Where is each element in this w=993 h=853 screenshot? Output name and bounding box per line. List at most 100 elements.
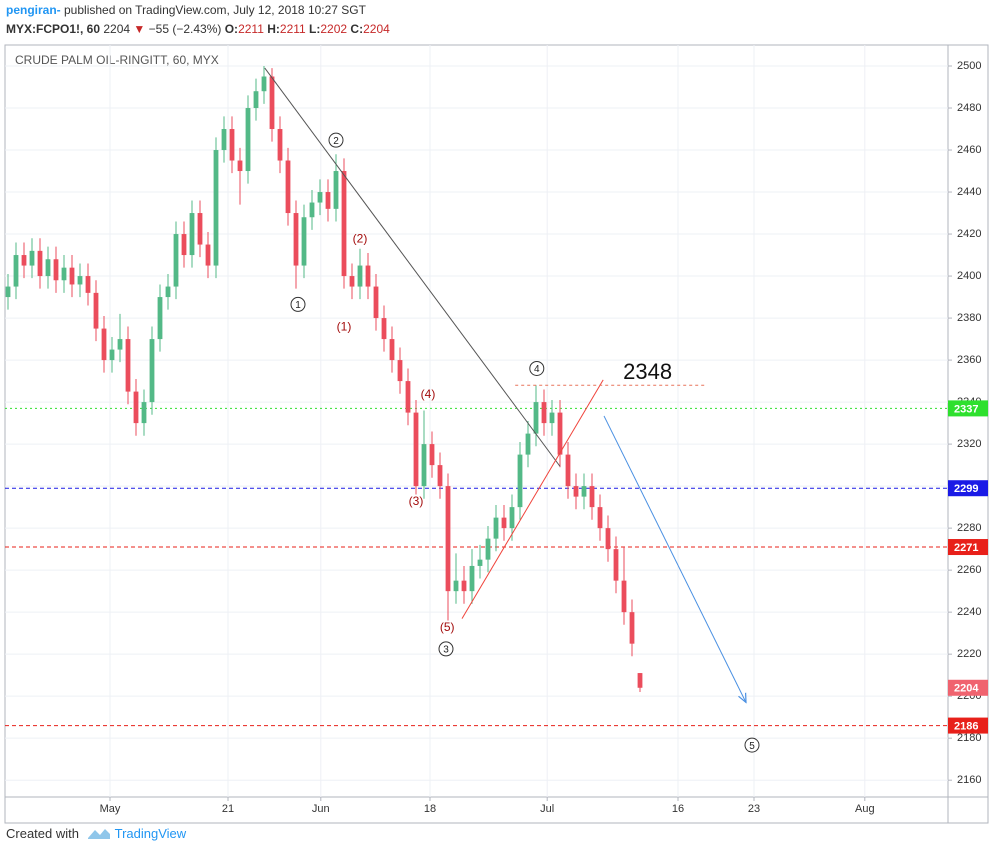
candle-body [317,192,323,203]
change: −55 (−2.43%) [148,22,222,36]
price-box-label: 2204 [954,683,979,695]
ohlc-value: 2211 [279,22,306,36]
candle-body [469,565,475,592]
x-tick-label: Jun [312,803,330,815]
y-tick-label: 2320 [957,438,981,450]
price-box [948,717,988,734]
trendline [264,67,561,467]
candle-body [13,255,19,287]
brand[interactable]: TradingView [114,826,187,841]
wave-circle [744,737,760,753]
y-tick-label: 2500 [957,60,981,72]
candle-body [141,402,147,424]
candle-body [157,297,163,340]
candle-body [69,267,75,285]
candle-body [197,213,203,245]
price-box [948,539,988,556]
header-line: pengiran- published on TradingView.com, … [6,3,366,17]
candle-body [85,276,91,293]
candle-body [333,171,339,209]
price-box-label: 2337 [954,403,978,415]
candle-body [445,486,451,592]
published: published on TradingView.com, July 12, 2… [60,3,366,17]
candle-body [309,202,315,218]
candle-body [485,538,491,560]
candle-body [533,402,539,434]
candle-body [253,91,259,109]
price-box [948,400,988,417]
arrow: ▼ [133,22,146,36]
y-tick-label: 2380 [957,312,981,324]
trendline [461,379,604,619]
y-tick-label: 2460 [957,144,981,156]
candle-body [525,433,531,455]
candle-body [549,412,555,424]
candle-body [261,76,267,92]
candle-body [301,217,307,266]
y-tick-label: 2280 [957,522,981,534]
wave-label: 2 [333,136,339,147]
author[interactable]: pengiran- [6,3,61,17]
candle-body [565,454,571,487]
chart-title: CRUDE PALM OIL-RINGITT, 60, MYX [15,53,219,67]
created: Created with [6,826,79,841]
wave-label: 4 [534,364,540,375]
candle-body [205,244,211,266]
wave-label: 5 [749,741,755,752]
wave-label: 1 [295,300,301,311]
y-tick-label: 2220 [957,648,981,660]
candle-body [357,265,363,287]
candle-body [149,339,155,403]
candle-body [437,465,443,487]
ohlc-label: L: [309,22,321,36]
x-tick-label: Aug [855,803,875,815]
candle-body [613,549,619,581]
candle-body [429,444,435,466]
candle-body [93,292,99,329]
price: 2204 [103,22,131,36]
candle-body [501,517,507,529]
wave-circle [438,641,454,657]
candle-body [285,160,291,214]
candle-body [29,250,35,266]
candle-body [341,171,347,277]
candle-body [493,517,499,539]
frame [4,44,989,824]
candle-body [541,402,547,424]
candle-body [293,213,299,266]
grid [5,45,948,797]
footer: Created with TradingView [6,826,186,841]
header-quote: MYX:FCPO1!, 60 2204 ▼ −55 (−2.43%) O:221… [6,22,390,36]
candle-body [53,259,59,281]
candle-body [21,255,27,266]
logo [87,829,110,839]
candle-body [117,339,123,350]
wave-label: (4) [421,387,436,401]
price-box-label: 2186 [954,720,978,732]
wave-label: (1) [337,320,352,334]
candle-body [597,507,603,529]
y-tick-label: 2400 [957,270,981,282]
candle-body [621,580,627,613]
x-tick-label: May [100,803,121,815]
y-tick-label: 2360 [957,354,981,366]
candle-body [477,559,483,566]
candle-body [237,160,243,172]
wave-label: (5) [440,620,455,634]
wave-label: (3) [409,494,424,508]
price-box [948,679,988,696]
candle-body [365,265,371,287]
candle-body [629,612,635,644]
x-tick-label: 21 [222,803,234,815]
y-tick-label: 2480 [957,102,981,114]
candle-body [5,286,11,298]
price-box-label: 2271 [954,542,978,554]
x-tick-label: 23 [748,803,760,815]
candle-body [165,286,171,298]
y-tick-label: 2420 [957,228,981,240]
candle-body [509,507,515,529]
ohlc-value: 2204 [363,22,390,36]
candle-body [229,129,235,161]
